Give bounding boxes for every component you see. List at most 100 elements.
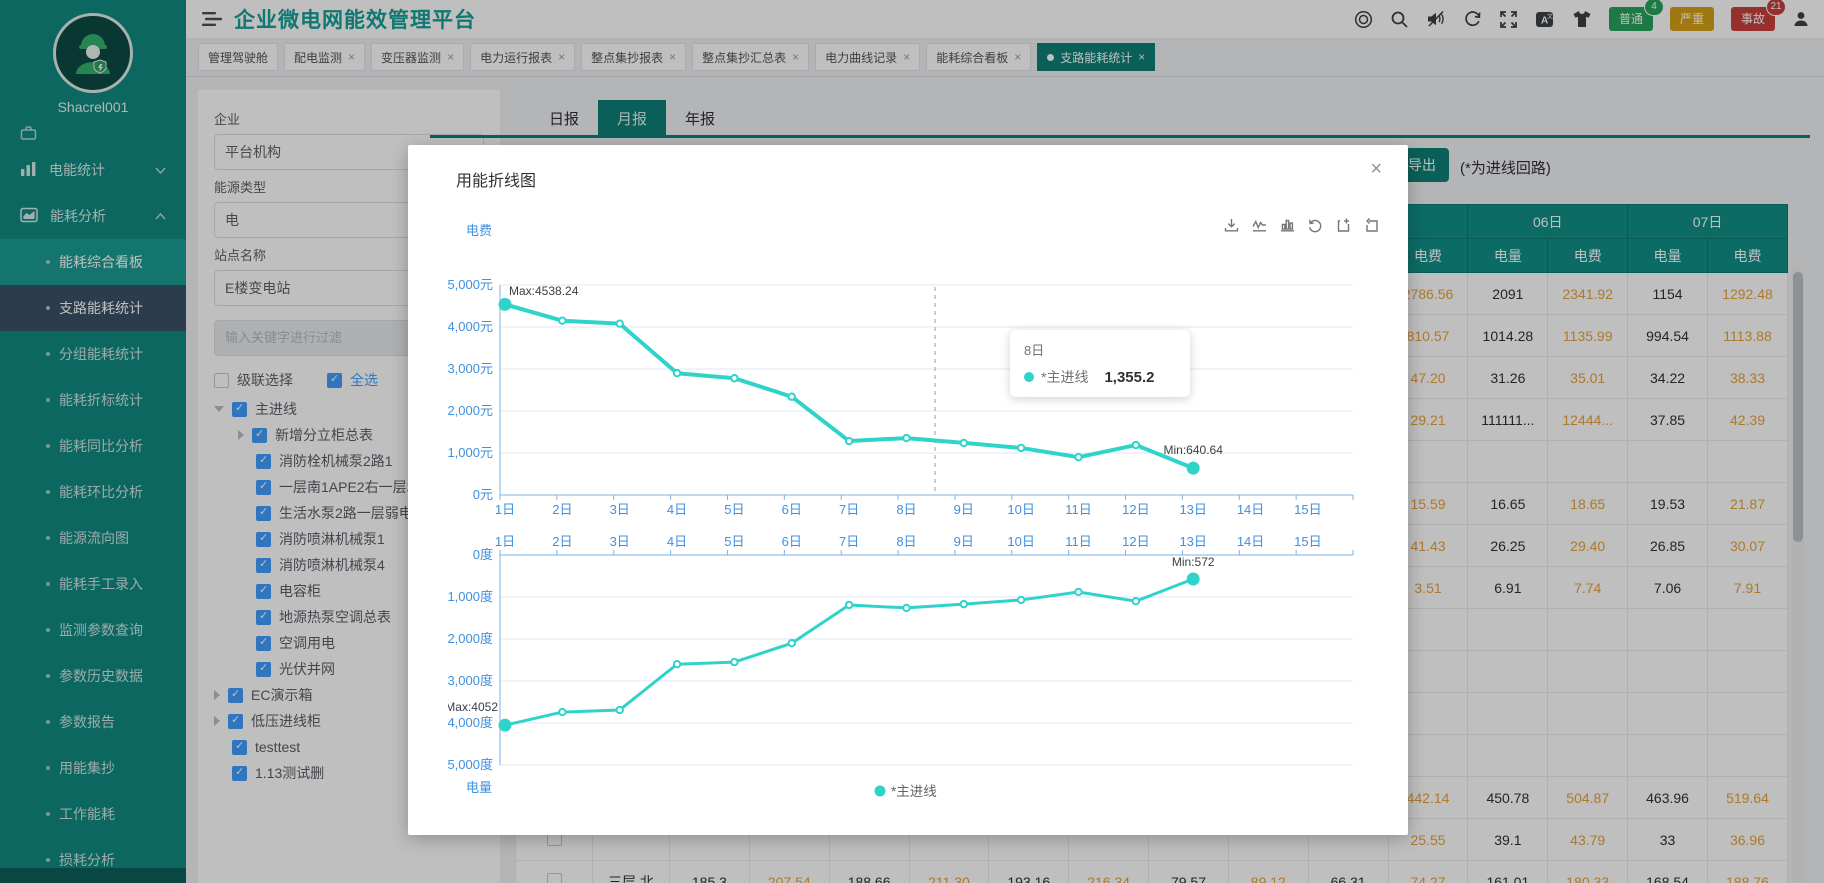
tree-expand-icon[interactable] <box>238 430 244 440</box>
alarm-normal-button[interactable]: 普通 4 <box>1608 0 1664 31</box>
tree-node-光伏并网[interactable]: 光伏并网 <box>214 656 484 682</box>
checkbox-icon[interactable] <box>252 427 267 443</box>
tree-node-电容柜[interactable]: 电容柜 <box>214 578 484 604</box>
sidebar-item-partial[interactable] <box>0 125 186 147</box>
tab-label: 配电监测 <box>294 50 343 65</box>
tree-node-生活水泵2路一层弱电房[interactable]: 生活水泵2路一层弱电房 <box>214 500 484 526</box>
tree-node-低压进线柜[interactable]: 低压进线柜 <box>214 708 484 734</box>
tree-node-消防喷淋机械泵1[interactable]: 消防喷淋机械泵1 <box>214 526 484 552</box>
tab-close-icon[interactable]: × <box>348 50 356 64</box>
avatar[interactable] <box>53 13 133 93</box>
tab-电力曲线记录[interactable]: 电力曲线记录 × <box>815 43 921 71</box>
checkbox-icon[interactable] <box>232 401 247 417</box>
checkbox-icon[interactable] <box>228 687 243 703</box>
legend-dot-icon[interactable] <box>874 785 886 797</box>
tree-node-一层南1APE2右一层北1[interactable]: 一层南1APE2右一层北1 <box>214 474 484 500</box>
line-chart-icon[interactable] <box>1251 217 1268 239</box>
fullscreen-icon[interactable] <box>1499 10 1518 29</box>
checkbox-icon[interactable] <box>256 635 271 651</box>
checkbox-icon[interactable] <box>256 531 271 547</box>
tab-支路能耗统计[interactable]: 支路能耗统计 × <box>1037 43 1156 71</box>
checkbox-icon[interactable] <box>232 765 247 781</box>
tab-close-icon[interactable]: × <box>792 50 800 64</box>
sidebar-subitem-参数历史数据[interactable]: 参数历史数据 <box>0 653 186 699</box>
tree-node-新增分立柜总表[interactable]: 新增分立柜总表 <box>214 422 484 448</box>
sidebar-subitem-能源流向图[interactable]: 能源流向图 <box>0 515 186 561</box>
tab-close-icon[interactable]: × <box>903 50 911 64</box>
hamburger-icon[interactable] <box>202 11 222 27</box>
sidebar-subitem-能耗综合看板[interactable]: 能耗综合看板 <box>0 239 186 285</box>
sidebar-subitem-能耗同比分析[interactable]: 能耗同比分析 <box>0 423 186 469</box>
close-icon[interactable]: × <box>1370 158 1382 180</box>
tree-node-消防喷淋机械泵4[interactable]: 消防喷淋机械泵4 <box>214 552 484 578</box>
tab-close-icon[interactable]: × <box>669 50 677 64</box>
sidebar-subitem-监测参数查询[interactable]: 监测参数查询 <box>0 607 186 653</box>
download-icon[interactable] <box>1223 217 1240 239</box>
tree-node-EC演示箱[interactable]: EC演示箱 <box>214 682 484 708</box>
sidebar-item-电能统计[interactable]: 电能统计 <box>0 147 186 193</box>
checkbox-icon[interactable] <box>256 479 271 495</box>
theme-icon[interactable] <box>1572 10 1592 28</box>
report-tab-月报[interactable]: 月报 <box>598 100 666 137</box>
tree-node-1.13测试删[interactable]: 1.13测试删 <box>214 760 484 786</box>
sidebar-subitem-参数报告[interactable]: 参数报告 <box>0 699 186 745</box>
sidebar-subitem-能耗环比分析[interactable]: 能耗环比分析 <box>0 469 186 515</box>
report-tab-年报[interactable]: 年报 <box>684 111 715 128</box>
tab-close-icon[interactable]: × <box>1014 50 1022 64</box>
tab-close-icon[interactable]: × <box>1138 50 1146 64</box>
tree-node-消防栓机械泵2路1[interactable]: 消防栓机械泵2路1 <box>214 448 484 474</box>
checkbox-checked-icon <box>327 372 342 388</box>
sidebar-item-能耗分析[interactable]: 能耗分析 <box>0 193 186 239</box>
tree-node-地源热泵空调总表[interactable]: 地源热泵空调总表 <box>214 604 484 630</box>
checkbox-icon[interactable] <box>256 609 271 625</box>
checkbox-icon[interactable] <box>232 739 247 755</box>
user-icon[interactable] <box>1792 10 1810 28</box>
tab-变压器监测[interactable]: 变压器监测 × <box>371 43 465 71</box>
tree-expand-icon[interactable] <box>214 716 220 726</box>
sidebar-subitem-用能集抄[interactable]: 用能集抄 <box>0 745 186 791</box>
tab-整点集抄报表[interactable]: 整点集抄报表 × <box>581 43 687 71</box>
scrollbar-thumb[interactable] <box>1793 272 1803 542</box>
restore-icon[interactable] <box>1307 217 1324 239</box>
tab-能耗综合看板[interactable]: 能耗综合看板 × <box>926 43 1032 71</box>
zoom-select-icon[interactable] <box>1335 217 1352 239</box>
tab-电力运行报表[interactable]: 电力运行报表 × <box>470 43 576 71</box>
tab-配电监测[interactable]: 配电监测 × <box>284 43 366 71</box>
search-icon[interactable] <box>1390 10 1409 29</box>
tree-node-主进线[interactable]: 主进线 <box>214 396 484 422</box>
tree-expand-icon[interactable] <box>214 690 220 700</box>
bar-chart-icon[interactable] <box>1279 217 1296 239</box>
tree-expand-icon[interactable] <box>214 406 224 412</box>
sidebar-subitem-分组能耗统计[interactable]: 分组能耗统计 <box>0 331 186 377</box>
tab-管理驾驶舱[interactable]: 管理驾驶舱 <box>198 43 279 71</box>
row-checkbox[interactable] <box>546 872 562 883</box>
tree-node-空调用电[interactable]: 空调用电 <box>214 630 484 656</box>
reset-zoom-icon[interactable] <box>1363 217 1380 239</box>
sidebar-subitem-能耗折标统计[interactable]: 能耗折标统计 <box>0 377 186 423</box>
checkbox-icon[interactable] <box>256 557 271 573</box>
tab-close-icon[interactable]: × <box>447 50 455 64</box>
alarm-severe-button[interactable]: 严重 <box>1669 7 1714 31</box>
sidebar-subitem-支路能耗统计[interactable]: 支路能耗统计 <box>0 285 186 331</box>
legend-label[interactable]: *主进线 <box>891 784 937 799</box>
checkbox-icon[interactable] <box>256 505 271 521</box>
checkbox-icon[interactable] <box>228 713 243 729</box>
cascade-checkbox[interactable]: 级联选择 <box>214 370 293 390</box>
energy-line-chart[interactable]: 电费 0元 1,000元 2,000元 3,000元 4,000元 5,000元 1日 2日 3日… <box>448 205 1368 830</box>
sidebar-subitem-能耗手工录入[interactable]: 能耗手工录入 <box>0 561 186 607</box>
checkbox-icon[interactable] <box>256 661 271 677</box>
sidebar-subitem-损耗分析[interactable]: 损耗分析 <box>0 837 186 883</box>
checkbox-icon[interactable] <box>256 453 271 469</box>
checkbox-icon[interactable] <box>256 583 271 599</box>
sidebar-subitem-工作能耗[interactable]: 工作能耗 <box>0 791 186 837</box>
select-all-checkbox[interactable]: 全选 <box>327 370 378 390</box>
tab-整点集抄汇总表[interactable]: 整点集抄汇总表 × <box>692 43 810 71</box>
report-tab-日报[interactable]: 日报 <box>548 111 579 128</box>
target-icon[interactable] <box>1354 10 1373 29</box>
tab-close-icon[interactable]: × <box>558 50 566 64</box>
tree-node-testtest[interactable]: testtest <box>214 734 484 760</box>
mute-icon[interactable] <box>1426 10 1446 28</box>
refresh-icon[interactable] <box>1463 10 1482 29</box>
alarm-accident-button[interactable]: 事故 21 <box>1730 0 1786 31</box>
